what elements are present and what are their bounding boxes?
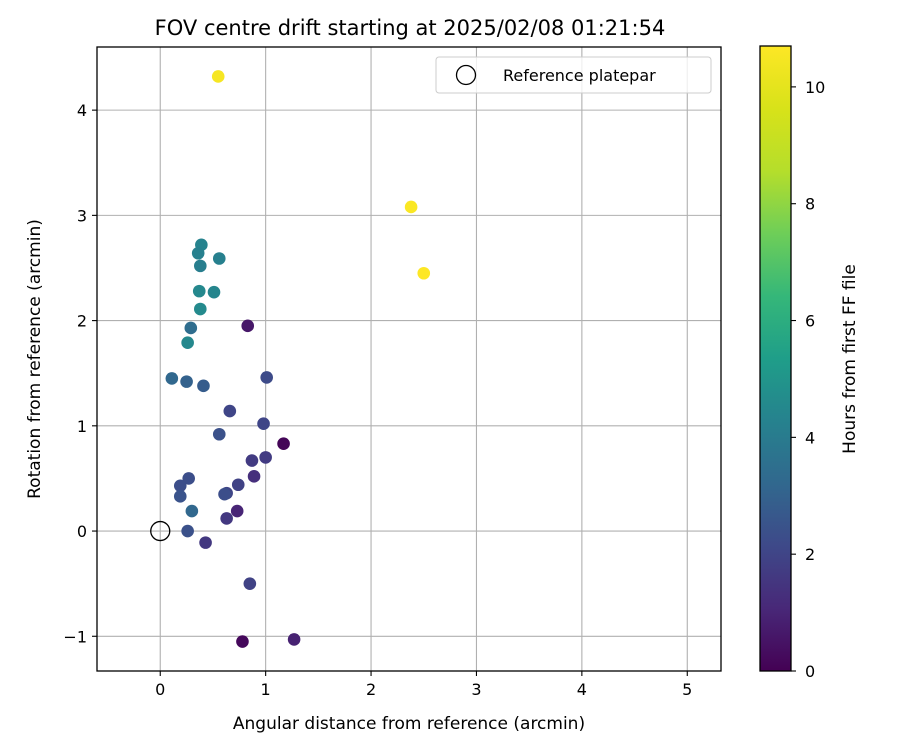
data-point (277, 437, 290, 451)
data-point (199, 536, 212, 549)
data-point (404, 200, 418, 214)
plot-frame (96, 46, 722, 672)
data-point (259, 451, 272, 464)
data-point (184, 321, 198, 335)
data-point (211, 70, 225, 83)
y-tick-label: 3 (77, 206, 87, 225)
colorbar-ticks: 0 2 4 6 8 10 (791, 78, 825, 681)
y-tick-label: 4 (77, 101, 87, 120)
y-tick-label: −1 (63, 627, 87, 646)
legend: Reference platepar (435, 56, 712, 94)
x-axis-label: Angular distance from reference (arcmin) (233, 714, 585, 734)
data-point (243, 577, 257, 590)
x-tick-label: 4 (577, 680, 587, 699)
data-point (212, 427, 226, 441)
data-point (241, 319, 255, 333)
colorbar-tick-label: 8 (805, 195, 815, 214)
y-tick-label: 2 (77, 312, 87, 331)
colorbar-tick-label: 4 (805, 428, 815, 447)
data-point (191, 246, 205, 260)
chart-title: FOV centre drift starting at 2025/02/08 … (155, 16, 666, 40)
data-point (220, 512, 233, 525)
colorbar-tick-label: 0 (805, 662, 815, 681)
grid (97, 47, 721, 671)
data-point (218, 487, 231, 501)
data-point (231, 478, 245, 492)
data-point (417, 266, 431, 280)
data-point (197, 379, 210, 393)
y-axis: −1 0 1 2 3 4 (63, 101, 97, 646)
colorbar: 0 2 4 6 8 10 Hours from first FF file (759, 45, 860, 681)
y-axis-label: Rotation from reference (arcmin) (25, 219, 45, 499)
data-point (192, 284, 206, 298)
data-point (173, 490, 187, 503)
colorbar-tick-label: 2 (805, 545, 815, 564)
data-point (180, 375, 193, 388)
x-tick-label: 1 (261, 680, 271, 699)
data-point (260, 371, 274, 384)
y-tick-label: 0 (77, 522, 87, 541)
data-point (247, 470, 261, 483)
legend-label-reference: Reference platepar (503, 66, 656, 85)
x-tick-label: 3 (471, 680, 481, 699)
data-point (182, 472, 196, 485)
data-point (193, 302, 207, 316)
colorbar-tick-label: 6 (805, 312, 815, 331)
data-point (236, 635, 249, 648)
data-point (230, 504, 244, 518)
data-points (150, 70, 431, 648)
y-tick-label: 1 (77, 417, 87, 436)
colorbar-label: Hours from first FF file (840, 264, 860, 454)
data-point (245, 454, 259, 467)
data-point (223, 404, 237, 418)
x-tick-label: 2 (366, 680, 376, 699)
data-point (165, 372, 179, 385)
reference-platepar-marker (150, 520, 171, 542)
data-point (173, 479, 187, 493)
data-point (181, 336, 194, 349)
data-point (257, 417, 270, 431)
data-point (207, 285, 221, 299)
x-axis: 0 1 2 3 4 5 (155, 671, 692, 699)
legend-box (435, 56, 712, 94)
legend-marker-reference (455, 64, 477, 86)
x-tick-label: 0 (155, 680, 165, 699)
data-point (193, 259, 207, 273)
colorbar-gradient (759, 45, 792, 672)
data-point (185, 504, 199, 518)
colorbar-tick-label: 10 (805, 78, 825, 97)
x-tick-label: 5 (682, 680, 692, 699)
data-point (181, 524, 194, 538)
data-point (212, 252, 226, 265)
data-point (287, 633, 301, 646)
